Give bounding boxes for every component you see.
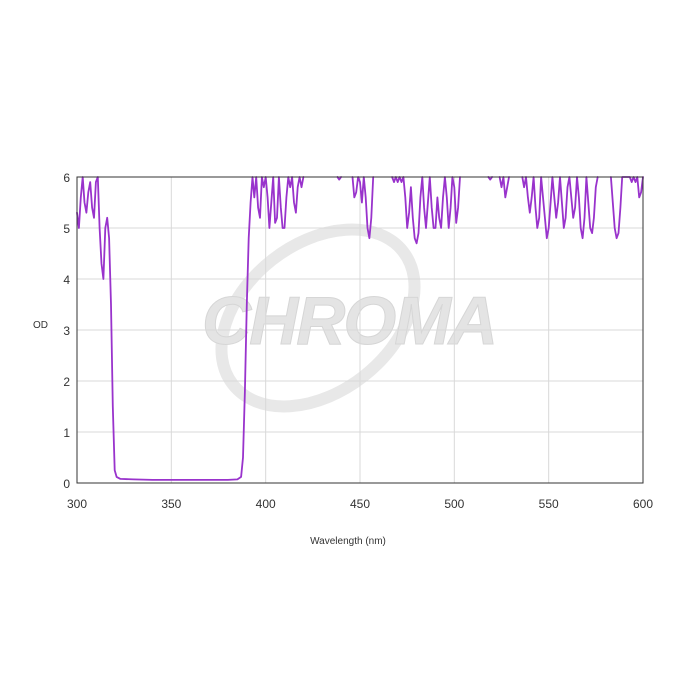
watermark-swoosh: [215, 223, 421, 413]
x-tick-label: 500: [444, 497, 464, 511]
od-series-line-segment: [391, 176, 461, 245]
y-tick-label: 5: [63, 222, 70, 236]
x-tick-label: 550: [539, 497, 559, 511]
x-tick-label: 450: [350, 497, 370, 511]
od-series-line-segment: [487, 176, 493, 181]
x-tick-label: 400: [256, 497, 276, 511]
x-axis-label: Wavelength (nm): [310, 536, 386, 547]
od-series-line-segment: [76, 176, 305, 481]
y-axis-label: OD: [33, 320, 48, 331]
od-series-line-segment: [498, 176, 510, 199]
y-tick-label: 4: [63, 273, 70, 287]
x-tick-label: 300: [67, 497, 87, 511]
y-tick-label: 6: [63, 171, 70, 185]
od-series-line-segment: [336, 176, 342, 181]
x-tick-label: 350: [161, 497, 181, 511]
watermark-text: CHROMA: [202, 283, 496, 359]
y-tick-labels: 0 1 2 3 4 5 6: [63, 171, 70, 491]
x-tick-labels: 300 350 400 450 500 550 600: [67, 497, 653, 511]
plot-frame: [76, 176, 644, 484]
od-series-line-segment: [610, 176, 644, 240]
y-tick-label: 3: [63, 324, 70, 338]
od-series-line-segment: [521, 176, 599, 240]
y-tick-label: 1: [63, 426, 70, 440]
od-series-line-segment: [351, 176, 375, 240]
y-tick-label: 0: [63, 477, 70, 491]
grid-lines: [77, 177, 643, 483]
y-tick-label: 2: [63, 375, 70, 389]
x-tick-label: 600: [633, 497, 653, 511]
chroma-watermark: CHROMA: [202, 223, 498, 413]
